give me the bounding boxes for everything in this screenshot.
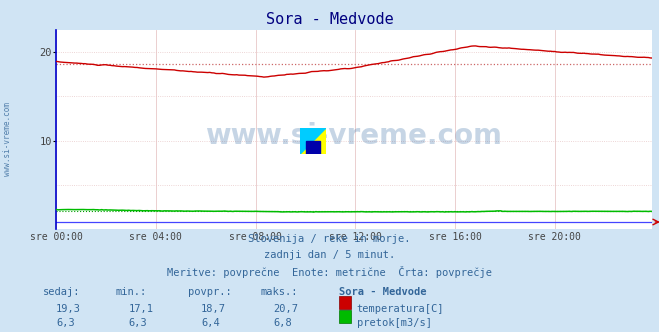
Text: 18,7: 18,7: [201, 304, 226, 314]
Text: 19,3: 19,3: [56, 304, 81, 314]
Text: Slovenija / reke in morje.: Slovenija / reke in morje.: [248, 234, 411, 244]
Text: 6,3: 6,3: [129, 318, 147, 328]
Text: min.:: min.:: [115, 287, 146, 297]
Text: pretok[m3/s]: pretok[m3/s]: [357, 318, 432, 328]
Text: www.si-vreme.com: www.si-vreme.com: [205, 122, 501, 150]
Text: povpr.:: povpr.:: [188, 287, 231, 297]
Text: www.si-vreme.com: www.si-vreme.com: [3, 103, 13, 176]
Text: 20,7: 20,7: [273, 304, 299, 314]
Text: Sora - Medvode: Sora - Medvode: [339, 287, 427, 297]
Text: sedaj:: sedaj:: [43, 287, 80, 297]
Text: maks.:: maks.:: [260, 287, 298, 297]
Text: 6,4: 6,4: [201, 318, 219, 328]
Text: 17,1: 17,1: [129, 304, 154, 314]
Polygon shape: [306, 141, 320, 154]
Text: zadnji dan / 5 minut.: zadnji dan / 5 minut.: [264, 250, 395, 260]
Text: temperatura[C]: temperatura[C]: [357, 304, 444, 314]
Text: Sora - Medvode: Sora - Medvode: [266, 12, 393, 27]
Text: Meritve: povprečne  Enote: metrične  Črta: povprečje: Meritve: povprečne Enote: metrične Črta:…: [167, 266, 492, 278]
Polygon shape: [300, 128, 326, 154]
Text: 6,3: 6,3: [56, 318, 74, 328]
Polygon shape: [300, 128, 326, 154]
Text: 6,8: 6,8: [273, 318, 292, 328]
